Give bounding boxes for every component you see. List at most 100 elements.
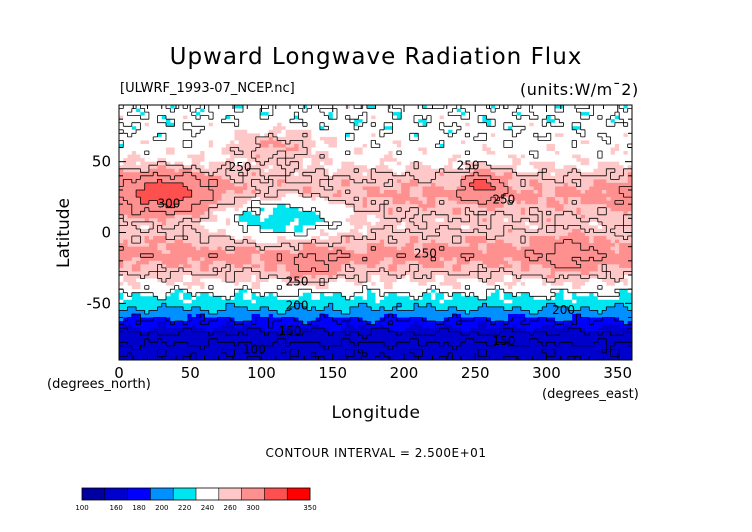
heatmap-cell (542, 179, 548, 184)
heatmap-cell (371, 151, 377, 156)
heatmap-cell (606, 143, 612, 149)
heatmap-cell (290, 133, 295, 138)
heatmap-cell (589, 218, 595, 223)
heatmap-cell (332, 151, 338, 156)
heatmap-cell (161, 182, 167, 188)
heatmap-cell (499, 204, 505, 209)
heatmap-cell (473, 182, 479, 188)
heatmap-cell (520, 239, 526, 244)
heatmap-cell (119, 236, 124, 241)
heatmap-cell (272, 246, 278, 251)
heatmap-cell (136, 197, 141, 202)
heatmap-cell (127, 239, 133, 244)
heatmap-cell (602, 154, 607, 159)
heatmap-cell (439, 243, 445, 248)
heatmap-cell (409, 190, 415, 195)
heatmap-cell (567, 151, 573, 156)
heatmap-cell (238, 147, 244, 152)
heatmap-cell (606, 165, 612, 170)
heatmap-cell (183, 221, 189, 227)
heatmap-cell (234, 158, 240, 163)
heatmap-cell (272, 186, 278, 191)
heatmap-cell (315, 108, 321, 113)
heatmap-cell (452, 239, 458, 244)
heatmap-cell (221, 151, 227, 156)
heatmap-cell (597, 207, 603, 212)
heatmap-cell (473, 207, 479, 212)
heatmap-cell (119, 250, 124, 255)
heatmap-cell (422, 221, 428, 227)
heatmap-cell (324, 112, 330, 117)
heatmap-cell (614, 243, 620, 248)
heatmap-cell (584, 221, 590, 227)
heatmap-cell (614, 119, 620, 124)
heatmap-cell (208, 147, 214, 152)
heatmap-cell (443, 133, 449, 138)
heatmap-cell (529, 239, 535, 244)
heatmap-cell (174, 126, 180, 131)
heatmap-cell (461, 204, 466, 209)
heatmap-cell (469, 129, 475, 134)
heatmap-cell (119, 129, 124, 134)
heatmap-cell (443, 182, 449, 188)
heatmap-cell (589, 246, 595, 251)
heatmap-cell (217, 190, 223, 195)
heatmap-cell (127, 179, 133, 184)
heatmap-cell (627, 172, 632, 177)
heatmap-cell (366, 115, 372, 120)
heatmap-cell (311, 126, 317, 131)
heatmap-cell (443, 200, 449, 205)
heatmap-cell (358, 126, 364, 131)
heatmap-cell (285, 136, 291, 142)
heatmap-cell (589, 211, 595, 216)
heatmap-cell (469, 126, 475, 131)
heatmap-cell (208, 207, 214, 212)
heatmap-cell (251, 140, 257, 145)
heatmap-cell (567, 158, 573, 163)
heatmap-cell (187, 168, 193, 173)
heatmap-cell (572, 246, 578, 251)
heatmap-cell (388, 143, 394, 149)
heatmap-cell (392, 232, 398, 237)
heatmap-cell (174, 112, 180, 117)
heatmap-cell (123, 172, 129, 177)
heatmap-cell (602, 143, 607, 149)
heatmap-cell (354, 246, 359, 251)
heatmap-cell (392, 193, 398, 198)
heatmap-cell (619, 161, 625, 166)
heatmap-cell (204, 232, 210, 237)
heatmap-cell (396, 151, 402, 156)
heatmap-cell (255, 151, 261, 156)
heatmap-cell (315, 158, 321, 163)
heatmap-cell (439, 161, 445, 166)
heatmap-cell (148, 246, 154, 251)
heatmap-cell (221, 193, 227, 198)
heatmap-cell (384, 129, 389, 134)
heatmap-cell (623, 228, 629, 234)
heatmap-cell (294, 239, 300, 244)
heatmap-cell (242, 207, 248, 212)
heatmap-cell (302, 239, 308, 244)
heatmap-cell (388, 119, 394, 124)
heatmap-cell (409, 236, 415, 241)
heatmap-cell (465, 147, 471, 152)
heatmap-cell (550, 151, 556, 156)
heatmap-cell (503, 129, 509, 134)
heatmap-cell (461, 200, 466, 205)
heatmap-cell (520, 126, 526, 131)
heatmap-cell (217, 204, 223, 209)
heatmap-cell (405, 214, 411, 219)
heatmap-cell (204, 243, 210, 248)
heatmap-cell (324, 221, 330, 227)
heatmap-cell (388, 207, 394, 212)
heatmap-cell (157, 239, 163, 244)
heatmap-cell (260, 200, 265, 205)
heatmap-cell (119, 246, 124, 251)
heatmap-cell (490, 246, 496, 251)
heatmap-cell (341, 129, 347, 134)
heatmap-cell (131, 119, 137, 124)
heatmap-cell (332, 175, 338, 180)
heatmap-cell (375, 151, 381, 156)
heatmap-cell (567, 154, 573, 159)
heatmap-cell (302, 168, 308, 173)
